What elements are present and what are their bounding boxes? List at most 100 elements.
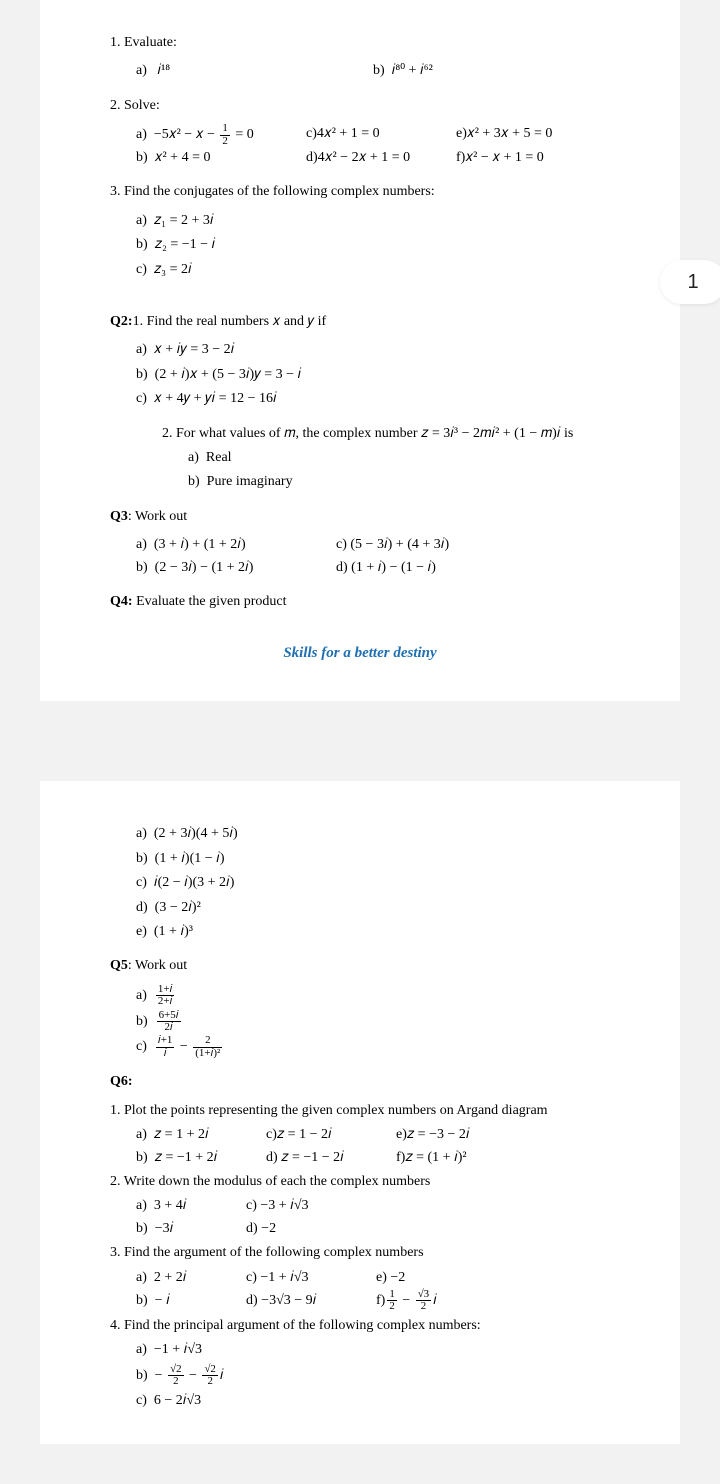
- page-indicator-bubble: 1: [660, 260, 720, 304]
- q1-2b: 𝑥² + 4 = 0: [155, 150, 211, 165]
- q4-d: (3 − 2𝑖)²: [155, 900, 201, 915]
- q1-2d-label: d): [306, 150, 318, 165]
- q5-a-label: a): [136, 988, 147, 1003]
- q1-2a-1: −5𝑥² − 𝑥 −: [154, 127, 218, 142]
- page-2: a) (2 + 3𝑖)(4 + 5𝑖) b) (1 + 𝑖)(1 − 𝑖) c)…: [40, 781, 680, 1444]
- q1-3b-label: b): [136, 237, 148, 252]
- q1-2f-label: f): [456, 150, 465, 165]
- q6-2a: 3 + 4𝑖: [154, 1198, 187, 1213]
- q6-4a: −1 + 𝑖√3: [154, 1342, 202, 1357]
- q6-1f: 𝑧 = (1 + 𝑖)²: [405, 1150, 466, 1165]
- q5-a: a) 1+𝑖2+𝑖: [136, 984, 610, 1008]
- q1-3b: 𝑧₂ = −1 − 𝑖: [155, 237, 216, 252]
- q1-3-heading: 3. Find the conjugates of the following …: [110, 181, 610, 203]
- q6-1c: 𝑧 = 1 − 2𝑖: [277, 1127, 332, 1142]
- q1-2b-label: b): [136, 150, 148, 165]
- q2-2b: Pure imaginary: [207, 474, 293, 489]
- q3-a: (3 + 𝑖) + (1 + 2𝑖): [154, 537, 246, 552]
- q4-b: (1 + 𝑖)(1 − 𝑖): [155, 851, 225, 866]
- q1-2a-frac: 12: [220, 123, 229, 147]
- q3-b-label: b): [136, 560, 148, 575]
- q6-4c: 6 − 2𝑖√3: [154, 1393, 201, 1408]
- q3-head-label: Q3: [110, 509, 128, 524]
- q5-b-label: b): [136, 1014, 148, 1029]
- q3-d: (1 + 𝑖) − (1 − 𝑖): [351, 560, 436, 575]
- q4-head-tail: Evaluate the given product: [133, 594, 287, 609]
- q1-2c-label: c): [306, 126, 317, 141]
- q6-3b: − 𝑖: [155, 1293, 170, 1308]
- q5-head-tail: : Work out: [128, 958, 187, 973]
- q1-2d: 4𝑥² − 2𝑥 + 1 = 0: [318, 150, 410, 165]
- q6-3d: −3√3 − 9𝑖: [261, 1293, 316, 1308]
- q5-head-label: Q5: [110, 958, 128, 973]
- q6-2-heading: 2. Write down the modulus of each the co…: [110, 1171, 610, 1193]
- q1-2f: 𝑥² − 𝑥 + 1 = 0: [465, 150, 543, 165]
- q2-1a: 𝑥 + 𝑖𝑦 = 3 − 2𝑖: [154, 342, 234, 357]
- q6-2-row1: a) 3 + 4𝑖 c) −3 + 𝑖√3: [136, 1195, 610, 1217]
- q4-heading: Q4: Evaluate the given product: [110, 591, 610, 613]
- q2-head-tail: 1. Find the real numbers 𝑥 and 𝑦 if: [133, 314, 327, 329]
- q3-head-tail: : Work out: [128, 509, 187, 524]
- q4-e-label: e): [136, 924, 147, 939]
- q1-3c: 𝑧₃ = 2𝑖: [154, 262, 192, 277]
- q6-3e: −2: [390, 1270, 405, 1285]
- q2-1c-label: c): [136, 391, 147, 406]
- page-1: 1 1. Evaluate: a) 𝑖¹⁸ b) 𝑖⁸⁰ + 𝑖⁶² 2. So…: [40, 0, 680, 701]
- q3-c: (5 − 3𝑖) + (4 + 3𝑖): [350, 537, 449, 552]
- q2-1a-label: a): [136, 342, 147, 357]
- q2-1b-label: b): [136, 367, 148, 382]
- q1-2c: 4𝑥² + 1 = 0: [317, 126, 380, 141]
- q1-3c-label: c): [136, 262, 147, 277]
- q6-1-heading: 1. Plot the points representing the give…: [110, 1100, 610, 1122]
- q3-row1: a) (3 + 𝑖) + (1 + 2𝑖) c) (5 − 3𝑖) + (4 +…: [136, 534, 610, 556]
- q4-c-label: c): [136, 875, 147, 890]
- q2-2-heading: 2. For what values of 𝑚, the complex num…: [162, 423, 610, 445]
- q6-2d: −2: [261, 1221, 276, 1236]
- q1-2-row1: a) −5𝑥² − 𝑥 − 12 = 0 c)4𝑥² + 1 = 0 e)𝑥² …: [136, 123, 610, 147]
- q2-1b: (2 + 𝑖)𝑥 + (5 − 3𝑖)𝑦 = 3 − 𝑖: [155, 367, 302, 382]
- q2-2a-label: a): [188, 450, 199, 465]
- q6-1d: 𝑧 = −1 − 2𝑖: [281, 1150, 344, 1165]
- q6-2b: −3𝑖: [155, 1221, 174, 1236]
- page-number: 1: [687, 266, 698, 298]
- q6-2c: −3 + 𝑖√3: [260, 1198, 308, 1213]
- q2-heading: Q2:1. Find the real numbers 𝑥 and 𝑦 if: [110, 311, 610, 333]
- q1-1-heading: 1. Evaluate:: [110, 32, 610, 54]
- q1-1a: 𝑖¹⁸: [157, 63, 170, 78]
- q1-2-row2: b) 𝑥² + 4 = 0 d)4𝑥² − 2𝑥 + 1 = 0 f)𝑥² − …: [136, 147, 610, 169]
- q4-d-label: d): [136, 900, 148, 915]
- q1-2a-2: = 0: [232, 127, 254, 142]
- q4-e: (1 + 𝑖)³: [154, 924, 193, 939]
- q3-heading: Q3: Work out: [110, 506, 610, 528]
- q1-1b-label: b): [373, 63, 385, 78]
- q2-head-label: Q2:: [110, 314, 133, 329]
- q1-2-heading: 2. Solve:: [110, 95, 610, 117]
- q6-3a: 2 + 2𝑖: [154, 1270, 187, 1285]
- page-separator: [0, 741, 720, 781]
- q6-heading: Q6:: [110, 1071, 610, 1093]
- q3-d-label: d): [336, 560, 348, 575]
- q1-2a-label: a): [136, 127, 147, 142]
- q6-1e: 𝑧 = −3 − 2𝑖: [407, 1127, 470, 1142]
- q6-2-row2: b) −3𝑖 d) −2: [136, 1218, 610, 1240]
- q6-1-row2: b) 𝑧 = −1 + 2𝑖 d) 𝑧 = −1 − 2𝑖 f)𝑧 = (1 +…: [136, 1147, 610, 1169]
- q4-c: 𝑖(2 − 𝑖)(3 + 2𝑖): [154, 875, 235, 890]
- q3-a-label: a): [136, 537, 147, 552]
- q2-2a: Real: [206, 450, 232, 465]
- q3-b: (2 − 3𝑖) − (1 + 2𝑖): [155, 560, 254, 575]
- q1-3a: 𝑧₁ = 2 + 3𝑖: [154, 213, 214, 228]
- q3-c-label: c): [336, 537, 347, 552]
- q1-2e: 𝑥² + 3𝑥 + 5 = 0: [467, 126, 552, 141]
- skills-footer: Skills for a better destiny: [110, 641, 610, 665]
- q5-heading: Q5: Work out: [110, 955, 610, 977]
- q1-2e-label: e): [456, 126, 467, 141]
- q6-3f: f)12 − √32𝑖: [376, 1289, 437, 1313]
- q2-2b-label: b): [188, 474, 200, 489]
- q4-a: (2 + 3𝑖)(4 + 5𝑖): [154, 826, 238, 841]
- q4-head-label: Q4:: [110, 594, 133, 609]
- q6-4b: b) − √22 − √22𝑖: [136, 1364, 610, 1388]
- q1-3a-label: a): [136, 213, 147, 228]
- q4-b-label: b): [136, 851, 148, 866]
- q6-1-row1: a) 𝑧 = 1 + 2𝑖 c)𝑧 = 1 − 2𝑖 e)𝑧 = −3 − 2𝑖: [136, 1124, 610, 1146]
- q1-1-row: a) 𝑖¹⁸ b) 𝑖⁸⁰ + 𝑖⁶²: [136, 60, 610, 82]
